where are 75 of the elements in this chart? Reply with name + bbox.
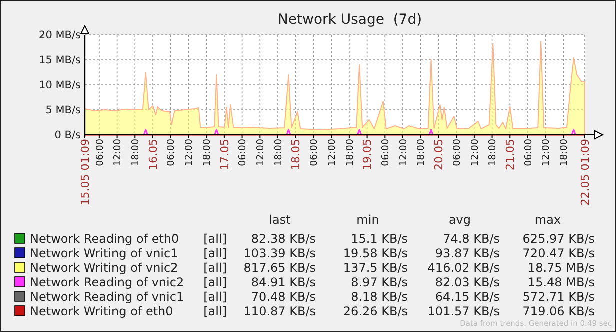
x-tick-label: 18:00 — [130, 139, 142, 166]
text: 18.75 MB/s — [528, 261, 595, 276]
x-tick-label: 22.05 01:09 — [578, 139, 592, 206]
text: 15.48 MB/s — [528, 276, 595, 290]
text: 26.26 KB/s — [343, 304, 408, 319]
x-tick-label: 17.05 — [218, 139, 232, 170]
x-tick-label: 18:00 — [416, 139, 428, 166]
x-tick-label: 20.05 — [432, 139, 446, 170]
x-tick-label: 18.05 — [290, 139, 303, 170]
text: [all] — [204, 261, 227, 276]
y-tick-label: 15 MB/s — [39, 54, 81, 67]
x-tick-label: 18:00 — [202, 139, 213, 166]
text: 719.06 KB/s — [522, 304, 595, 319]
x-tick-label: 06:00 — [380, 139, 392, 166]
text: avg — [448, 213, 472, 227]
x-tick-label: 06:00 — [94, 139, 106, 166]
x-tick-label: 19.05 — [361, 139, 374, 170]
y-tick-label: 20 MB/s — [39, 30, 81, 42]
x-tick-label: 06:00 — [166, 139, 178, 166]
x-tick-label: 18:00 — [559, 139, 570, 166]
text: 8.97 KB/s — [351, 276, 408, 290]
y-tick-label: 0 B/s — [54, 130, 81, 142]
text: 817.65 KB/s — [244, 261, 316, 276]
x-tick-label: 12:00 — [470, 139, 481, 166]
x-tick-label: 06:00 — [523, 139, 534, 166]
x-tick-label: 12:00 — [541, 139, 552, 166]
text: 93.87 KB/s — [435, 246, 500, 261]
text: [all] — [204, 290, 227, 304]
legend-label: Network Reading of eth0 — [30, 232, 180, 246]
legend-label: Network Writing of eth0 — [30, 304, 174, 319]
legend-label: Network Reading of vnic2 — [30, 276, 184, 290]
text: 82.03 KB/s — [435, 276, 500, 290]
legend-label: Network Writing of vnic2 — [30, 261, 178, 276]
text: 720.47 KB/s — [522, 246, 595, 261]
text: 15.1 KB/s — [351, 232, 408, 246]
x-tick-label: 21.05 — [504, 139, 517, 170]
text: 110.87 KB/s — [244, 304, 316, 319]
x-tick-label: 12:00 — [184, 139, 196, 166]
text: 416.02 KB/s — [428, 261, 500, 276]
text: 64.15 KB/s — [435, 290, 500, 304]
text: min — [356, 213, 380, 227]
x-tick-label: 18:00 — [273, 139, 284, 166]
legend-label: Network Writing of vnic1 — [30, 246, 178, 261]
x-tick-label: 15.05 01:09 — [78, 139, 92, 206]
x-tick-label: 12:00 — [398, 139, 410, 166]
text: last — [269, 213, 292, 227]
text: 19.58 KB/s — [343, 246, 408, 261]
text: 137.5 KB/s — [343, 261, 408, 276]
x-tick-label: 12:00 — [326, 139, 338, 166]
text: [all] — [204, 232, 227, 246]
text: [all] — [204, 304, 227, 319]
x-tick-label: 12:00 — [112, 139, 124, 166]
x-tick-label: 06:00 — [452, 139, 463, 166]
x-tick-label: 18:00 — [344, 139, 356, 166]
text: 101.57 KB/s — [428, 304, 500, 319]
x-tick-label: 18:00 — [488, 139, 499, 166]
text: max — [534, 213, 562, 227]
text: 74.8 KB/s — [443, 232, 500, 246]
x-tick-label: 16.05 — [146, 139, 160, 170]
x-tick-label: 06:00 — [309, 139, 320, 166]
y-tick-label: 5 MB/s — [46, 104, 81, 117]
text: 70.48 KB/s — [251, 290, 316, 304]
legend-label: Network Reading of vnic1 — [30, 290, 184, 304]
chart-title: Network Usage (7d) — [278, 12, 422, 28]
text: [all] — [204, 246, 227, 261]
text: 572.71 KB/s — [522, 290, 595, 304]
x-tick-label: 06:00 — [238, 139, 249, 166]
text: 625.97 KB/s — [522, 232, 595, 246]
y-tick-label: 10 MB/s — [39, 80, 81, 92]
text: 103.39 KB/s — [244, 246, 316, 261]
text: 8.18 KB/s — [351, 290, 408, 304]
x-tick-label: 12:00 — [255, 139, 266, 166]
text: 82.38 KB/s — [251, 232, 316, 246]
text: [all] — [204, 276, 227, 290]
text: 84.91 KB/s — [251, 276, 316, 290]
